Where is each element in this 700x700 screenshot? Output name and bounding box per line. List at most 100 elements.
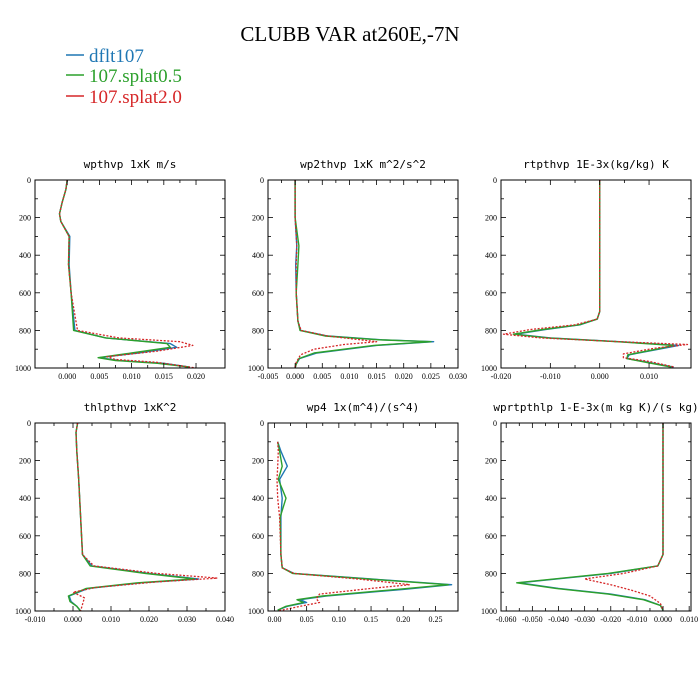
legend-label-splat05: 107.splat0.5	[89, 66, 182, 87]
y-tick-label: 0	[260, 419, 264, 428]
y-tick-label: 0	[27, 419, 31, 428]
series-line	[516, 423, 664, 611]
y-tick-label: 1000	[481, 607, 497, 616]
y-tick-label: 600	[19, 532, 31, 541]
series-line	[58, 179, 197, 369]
y-tick-label: 1000	[248, 364, 264, 373]
series-line	[502, 180, 689, 368]
y-tick-label: 200	[485, 214, 497, 223]
x-tick-label: -0.060	[496, 615, 517, 624]
y-tick-label: 0	[260, 176, 264, 185]
y-tick-label: 200	[19, 457, 31, 466]
x-tick-label: 0.000	[591, 372, 609, 381]
series-line	[294, 180, 378, 369]
panel-2: rtpthvp 1E-3x(kg/kg) K02004006008001000-…	[481, 158, 692, 381]
y-tick-label: 400	[252, 251, 264, 260]
y-tick-label: 1000	[15, 364, 31, 373]
x-tick-label: 0.005	[313, 372, 331, 381]
x-tick-label: 0.10	[332, 615, 346, 624]
series-line	[294, 180, 435, 369]
series-line	[277, 441, 453, 611]
series-line	[277, 441, 449, 611]
x-tick-label: 0.000	[286, 372, 304, 381]
x-tick-label: -0.030	[574, 615, 595, 624]
y-tick-label: 200	[19, 214, 31, 223]
x-tick-label: 0.030	[449, 372, 467, 381]
panel-title: wp2thvp 1xK m^2/s^2	[300, 158, 426, 171]
series-line	[515, 180, 680, 368]
x-tick-label: -0.020	[600, 615, 621, 624]
series-line	[518, 423, 664, 611]
x-tick-label: 0.025	[422, 372, 440, 381]
x-tick-label: 0.015	[368, 372, 386, 381]
legend: dflt107 107.splat0.5 107.splat2.0	[66, 46, 182, 108]
figure-title: CLUBB VAR at260E,-7N	[240, 22, 459, 46]
x-tick-label: 0.000	[64, 615, 82, 624]
x-tick-label: 0.010	[640, 372, 658, 381]
y-tick-label: 400	[19, 251, 31, 260]
x-tick-label: 0.05	[300, 615, 314, 624]
x-tick-label: 0.015	[155, 372, 173, 381]
y-tick-label: 800	[485, 569, 497, 578]
x-tick-label: -0.010	[25, 615, 46, 624]
legend-label-dflt107: dflt107	[89, 46, 144, 67]
y-tick-label: 600	[19, 289, 31, 298]
x-tick-label: 0.25	[428, 615, 442, 624]
x-tick-label: -0.050	[522, 615, 543, 624]
series-line	[512, 180, 675, 368]
panel-title: rtpthvp 1E-3x(kg/kg) K	[523, 158, 669, 171]
panel-title: wprtpthlp 1-E-3x(m kg K)/(s kg)	[493, 401, 698, 414]
x-tick-label: -0.040	[548, 615, 569, 624]
series-line	[67, 422, 196, 612]
x-tick-label: 0.020	[187, 372, 205, 381]
x-tick-label: 0.15	[364, 615, 378, 624]
x-tick-label: 0.00	[267, 615, 281, 624]
x-tick-label: -0.005	[258, 372, 279, 381]
y-tick-label: 1000	[15, 607, 31, 616]
x-tick-label: 0.010	[680, 615, 698, 624]
x-tick-label: 0.020	[140, 615, 158, 624]
series-line	[72, 422, 219, 612]
x-tick-label: -0.020	[491, 372, 512, 381]
y-tick-label: 400	[252, 494, 264, 503]
y-tick-label: 400	[485, 251, 497, 260]
y-tick-label: 600	[485, 289, 497, 298]
y-tick-label: 800	[19, 326, 31, 335]
x-tick-label: 0.030	[178, 615, 196, 624]
y-tick-label: 0	[493, 176, 497, 185]
y-tick-label: 800	[252, 326, 264, 335]
y-tick-label: 1000	[248, 607, 264, 616]
y-tick-label: 0	[493, 419, 497, 428]
y-tick-label: 200	[252, 457, 264, 466]
panel-3: thlpthvp 1xK^2 0 200 400 600 800 1000-0.010 0.0…	[15, 401, 234, 624]
y-tick-label: 600	[485, 532, 497, 541]
x-tick-label: 0.20	[396, 615, 410, 624]
series-line	[294, 180, 432, 369]
y-tick-label: 800	[485, 326, 497, 335]
y-tick-label: 200	[252, 214, 264, 223]
y-tick-label: 400	[19, 494, 31, 503]
x-tick-label: 0.005	[90, 372, 108, 381]
panel-5: wprtpthlp 1-E-3x(m kg K)/(s kg) 0 200 400 60…	[481, 401, 699, 624]
x-tick-label: 0.000	[654, 615, 672, 624]
panel-0: wpthvp 1xK m/s 0 200 400 600 800 1000 0.000 0.00…	[15, 158, 226, 381]
x-tick-label: 0.010	[340, 372, 358, 381]
y-tick-label: 600	[252, 289, 264, 298]
y-tick-label: 800	[252, 569, 264, 578]
panel-1: wp2thvp 1xK m^2/s^2 0 200 400 600 800 1000-0.0…	[248, 158, 467, 381]
y-tick-label: 400	[485, 494, 497, 503]
x-tick-label: 0.010	[123, 372, 141, 381]
panel-frame	[34, 422, 226, 612]
x-tick-label: -0.010	[540, 372, 561, 381]
legend-label-splat20: 107.splat2.0	[89, 87, 182, 108]
x-tick-label: 0.040	[216, 615, 234, 624]
series-line	[583, 423, 664, 611]
x-tick-label: -0.010	[627, 615, 648, 624]
panel-title: wp4 1x(m^4)/(s^4)	[307, 401, 420, 414]
series-line	[276, 441, 411, 612]
y-tick-label: 600	[252, 532, 264, 541]
y-tick-label: 200	[485, 457, 497, 466]
